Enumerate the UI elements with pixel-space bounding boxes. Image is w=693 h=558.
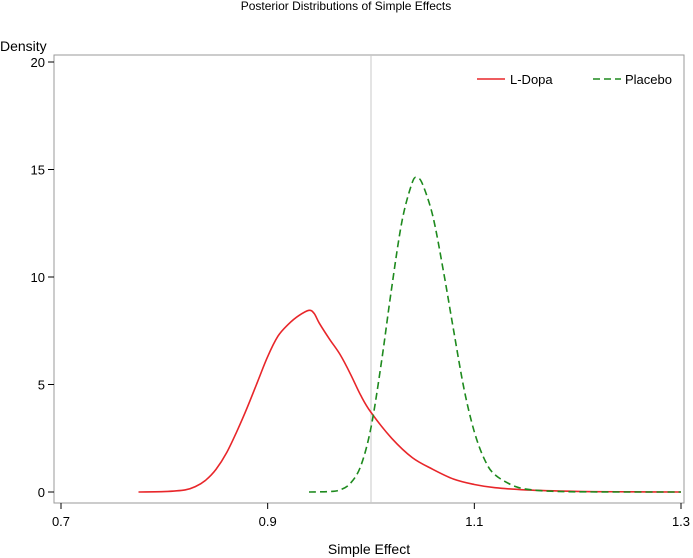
- axis-ticks: 0.7 0.9 1.1 1.3 0 5 10 15 20: [31, 55, 691, 529]
- y-tick-label: 15: [31, 163, 45, 178]
- y-tick-label: 10: [31, 270, 45, 285]
- chart-title: Posterior Distributions of Simple Effect…: [241, 0, 452, 13]
- series-layer: [138, 176, 682, 493]
- y-tick-label: 5: [38, 378, 45, 393]
- legend: L-Dopa Placebo: [477, 72, 672, 87]
- series-line-1: [308, 176, 681, 493]
- y-axis-label: Density: [0, 38, 47, 54]
- series-line-0: [138, 309, 682, 493]
- plot-frame: [53, 54, 685, 504]
- y-tick-label: 20: [31, 55, 45, 70]
- x-tick-label: 1.3: [672, 514, 690, 529]
- legend-label-0: L-Dopa: [510, 72, 553, 87]
- x-tick-label: 1.1: [465, 514, 483, 529]
- legend-label-1: Placebo: [625, 72, 672, 87]
- x-tick-label: 0.9: [259, 514, 277, 529]
- x-axis-label: Simple Effect: [328, 541, 410, 557]
- y-tick-label: 0: [38, 485, 45, 500]
- x-tick-label: 0.7: [52, 514, 70, 529]
